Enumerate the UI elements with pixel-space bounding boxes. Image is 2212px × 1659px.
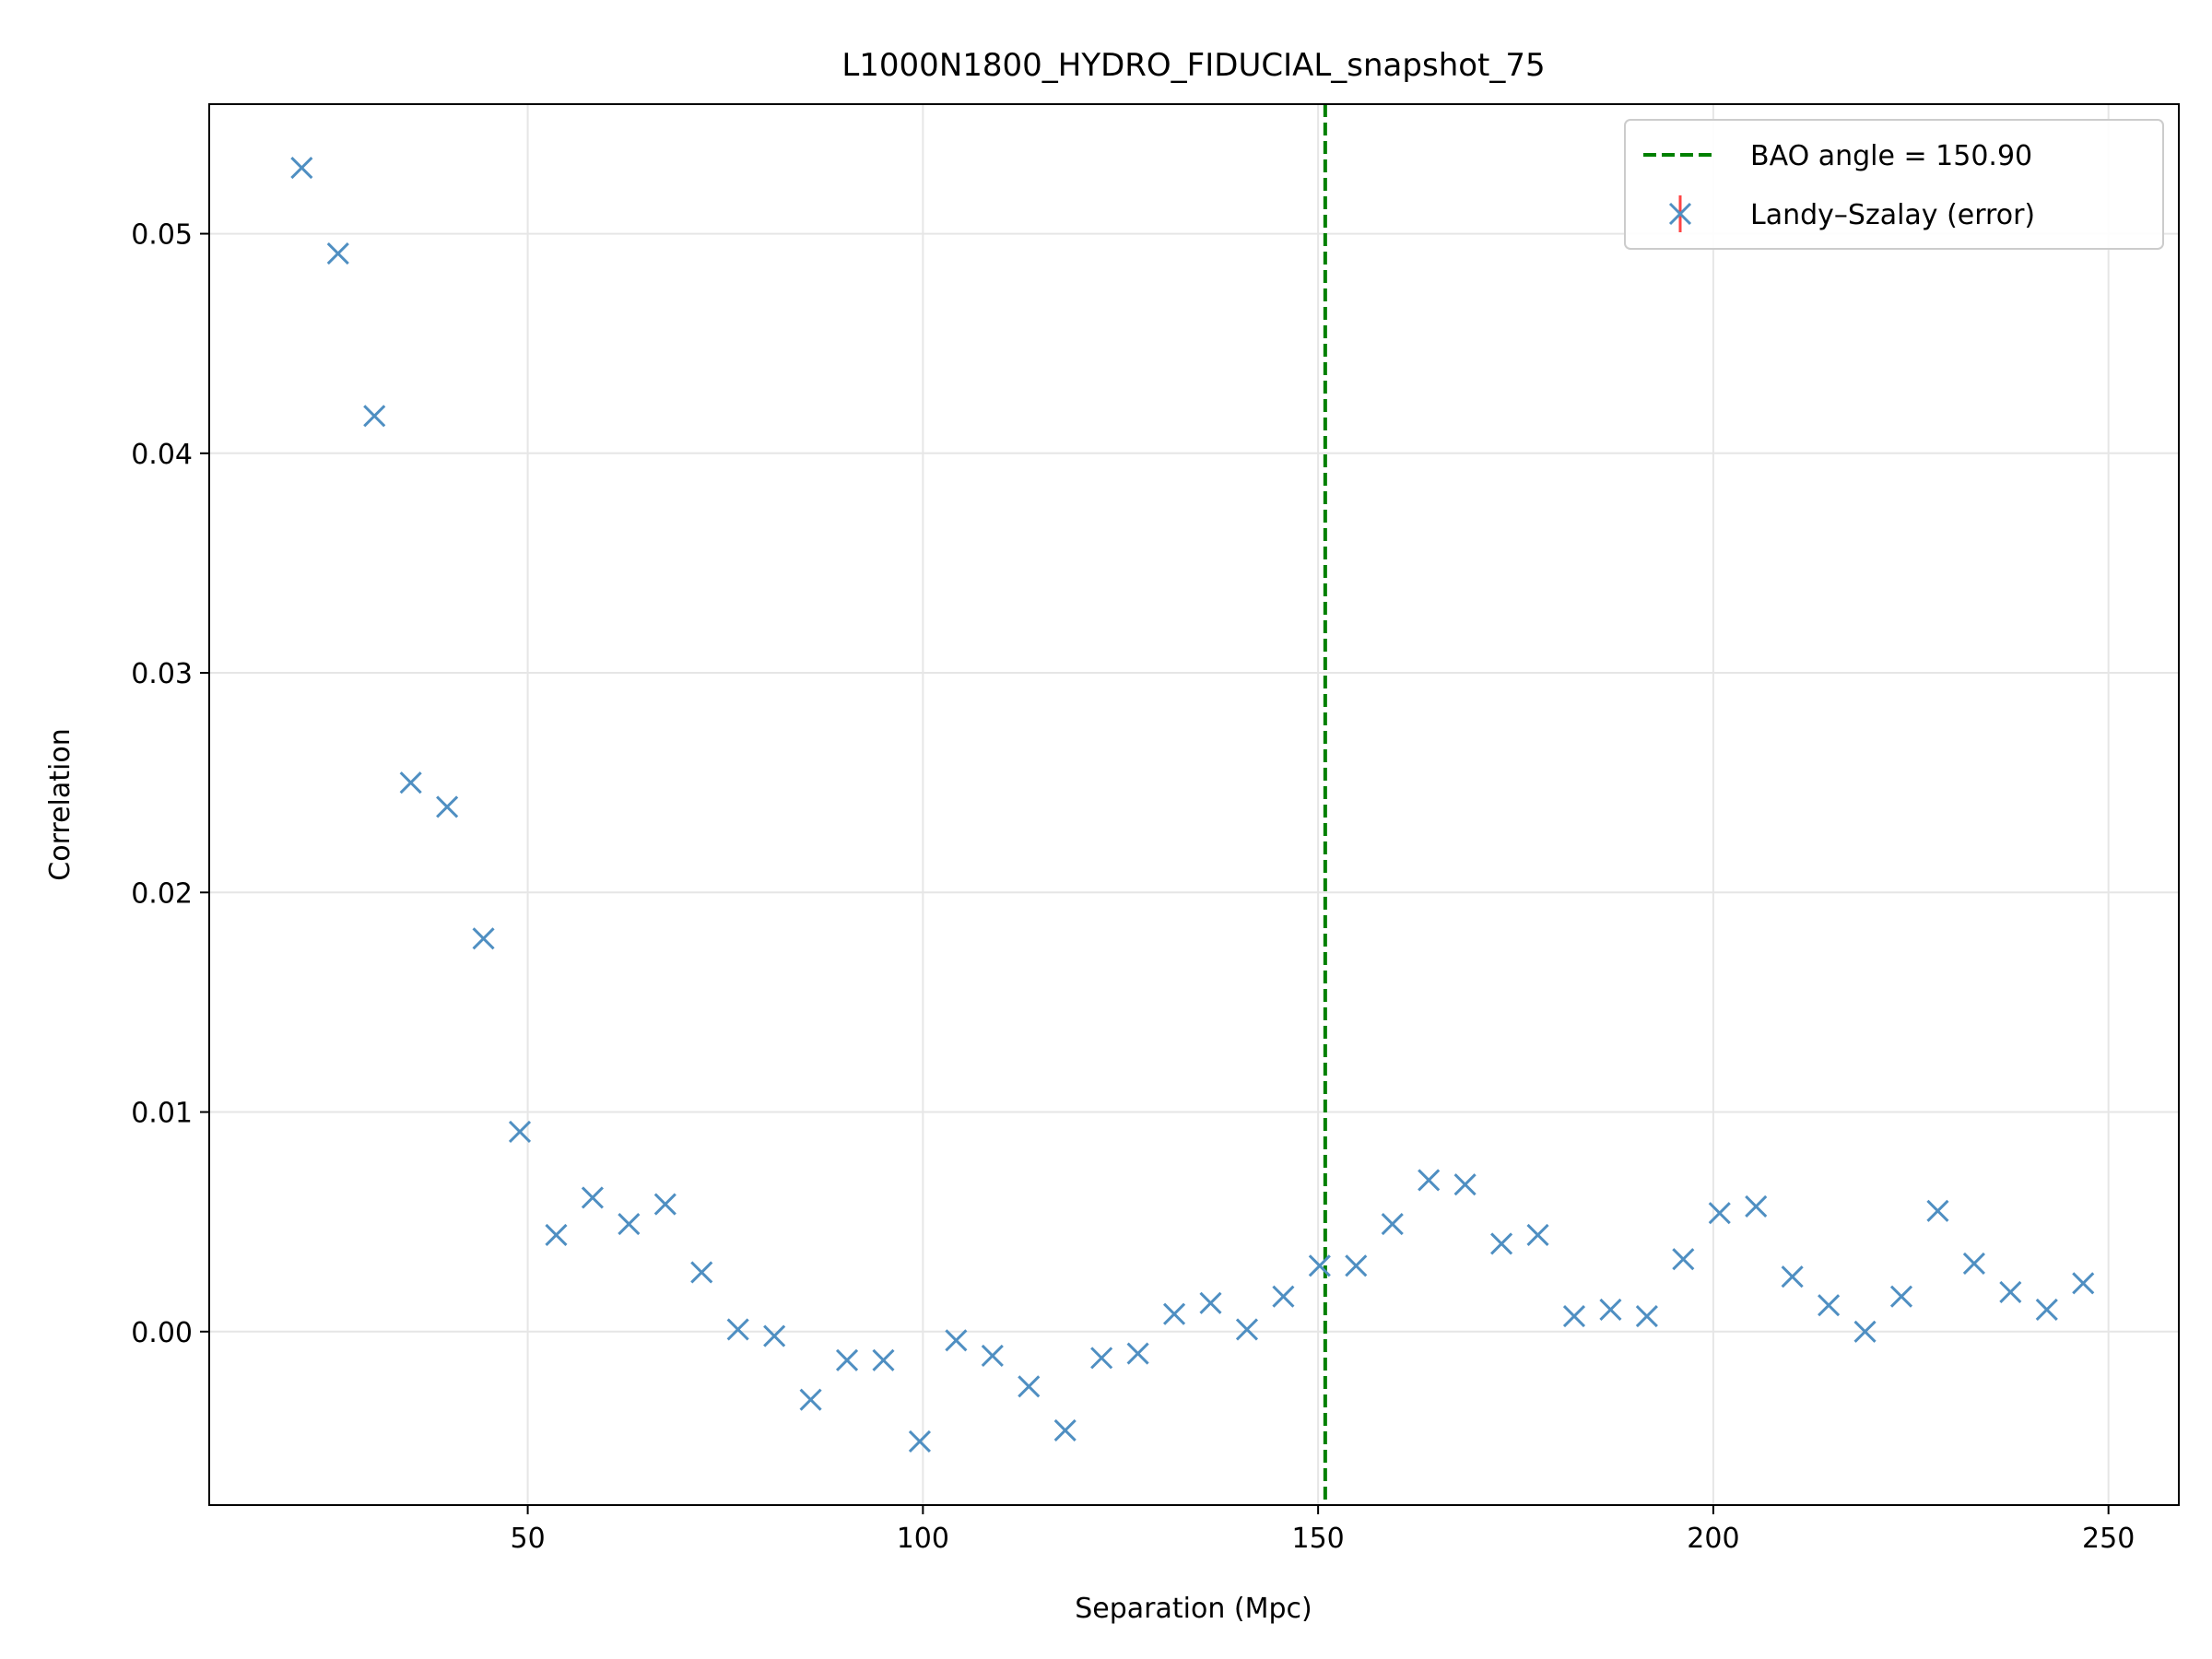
y-tick-label: 0.04 [131,439,193,471]
y-tick-label: 0.02 [131,877,193,910]
data-point [290,157,313,180]
x-tick-label: 100 [897,1523,949,1555]
data-point [1599,1298,1622,1322]
data-point [872,1348,895,1371]
data-point [399,771,422,794]
legend-frame [1624,119,2164,250]
data-point [1018,1375,1041,1398]
legend: BAO angle = 150.90 Landy–Szalay (error) [1624,119,2164,250]
chart-title: L1000N1800_HYDRO_FIDUCIAL_snapshot_75 [841,47,1545,84]
y-axis-label: Correlation [44,728,76,880]
data-point [472,927,495,950]
data-point [1818,1294,1841,1317]
data-point [1381,1212,1404,1236]
data-point [618,1212,641,1236]
data-point [1926,1199,1949,1222]
x-tick-label: 200 [1687,1523,1739,1555]
data-point [1490,1232,1513,1255]
data-point [1635,1305,1658,1328]
data-point [1708,1202,1731,1225]
y-tick-label: 0.00 [131,1317,193,1349]
data-point [1889,1285,1913,1308]
data-point [763,1324,786,1347]
data-point [1418,1169,1441,1192]
data-point [1453,1173,1477,1196]
data-point [436,795,459,818]
x-tick-label: 50 [510,1523,545,1555]
legend-bao-label: BAO angle = 150.90 [1750,140,2032,172]
data-point [945,1329,968,1352]
data-point [799,1388,822,1411]
data-point [1999,1280,2022,1303]
x-tick-label: 250 [2082,1523,2135,1555]
y-tick-label: 0.05 [131,219,193,252]
data-point [1781,1265,1804,1288]
data-points [290,157,2095,1453]
data-point [653,1193,677,1216]
data-point [1745,1194,1768,1218]
data-point [690,1261,713,1284]
data-point [1199,1291,1222,1314]
y-axis-ticks: 0.00 0.01 0.02 0.03 0.04 0.05 [131,219,209,1349]
y-tick-label: 0.01 [131,1098,193,1130]
data-point [545,1223,568,1247]
data-point [1053,1418,1077,1442]
data-point [1126,1342,1149,1365]
data-point [1090,1347,1113,1370]
data-point [1562,1305,1586,1328]
x-tick-label: 150 [1292,1523,1345,1555]
data-point [326,241,349,265]
data-point [726,1318,749,1341]
data-point [1962,1252,1985,1275]
data-point [581,1186,604,1209]
data-point [1235,1318,1259,1341]
y-tick-label: 0.03 [131,658,193,690]
data-point [1526,1223,1549,1247]
data-point [1272,1285,1295,1308]
legend-series-label: Landy–Szalay (error) [1750,199,2035,231]
data-point [2035,1298,2058,1322]
data-point [363,405,386,428]
data-point [908,1430,931,1453]
data-point [1672,1248,1695,1271]
legend-x-marker [1668,202,1692,226]
data-point [2072,1272,2095,1295]
data-point [508,1120,532,1144]
data-point [1308,1254,1331,1277]
x-axis-label: Separation (Mpc) [1075,1593,1312,1625]
data-point [835,1348,859,1371]
data-point [981,1344,1004,1368]
data-point [1345,1254,1368,1277]
plot-area-frame [208,103,2180,1506]
data-point [1853,1320,1877,1343]
data-point [1163,1302,1186,1325]
x-axis-ticks: 50 100 150 200 250 [510,1505,2135,1555]
